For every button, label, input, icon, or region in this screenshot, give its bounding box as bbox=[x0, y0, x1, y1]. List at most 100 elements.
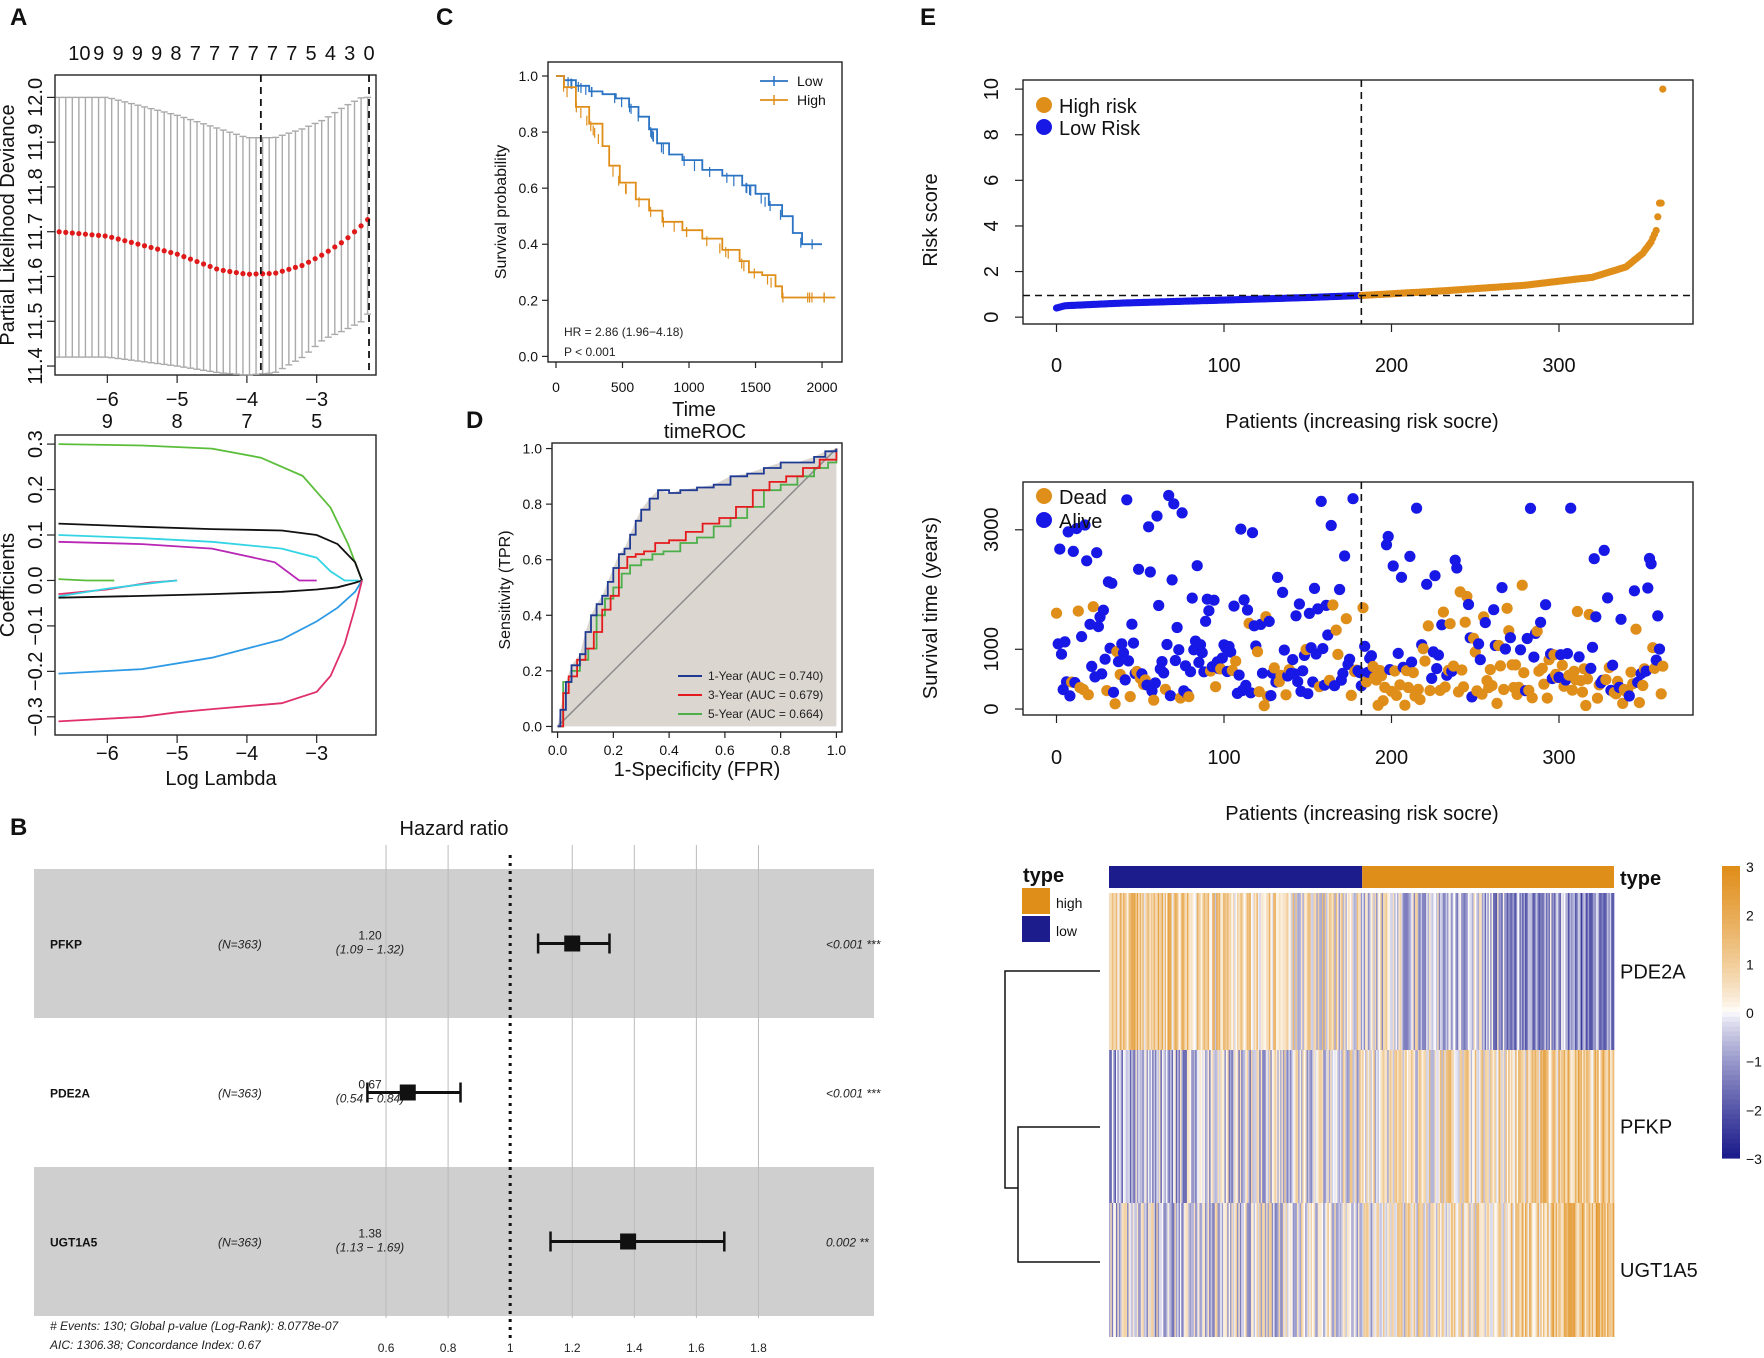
survival-status-point bbox=[1235, 523, 1247, 535]
heatmap-cell bbox=[1132, 1050, 1135, 1203]
survival-status-point bbox=[1406, 656, 1418, 668]
heatmap-cell bbox=[1460, 1203, 1463, 1337]
heatmap-cell bbox=[1570, 893, 1573, 1050]
heatmap-cell bbox=[1415, 1203, 1417, 1337]
heatmap-cell bbox=[1509, 1050, 1512, 1203]
lasso-cv-point bbox=[148, 244, 154, 251]
heatmap-cell bbox=[1234, 893, 1236, 1050]
lasso-cv-top-label: 9 bbox=[93, 43, 104, 65]
survival-status-point bbox=[1591, 692, 1604, 704]
heatmap-cell bbox=[1231, 1050, 1234, 1203]
heatmap-cell bbox=[1303, 1203, 1306, 1337]
heatmap-cell bbox=[1306, 1203, 1309, 1337]
heatmap-scale-step bbox=[1722, 1046, 1740, 1052]
heatmap-cell bbox=[1292, 893, 1295, 1050]
heatmap-cell bbox=[1175, 1203, 1178, 1337]
heatmap-cell bbox=[1306, 893, 1309, 1050]
survival-status-point bbox=[1191, 560, 1203, 572]
heatmap-cell bbox=[1204, 1203, 1207, 1337]
lasso-cv-point bbox=[161, 248, 167, 254]
heatmap-cell bbox=[1433, 893, 1435, 1050]
heatmap-cell bbox=[1312, 893, 1314, 1050]
heatmap-cell bbox=[1110, 893, 1113, 1050]
heatmap-cell bbox=[1422, 1050, 1424, 1203]
survival-status-point bbox=[1127, 637, 1140, 649]
heatmap-cell bbox=[1504, 1203, 1506, 1337]
heatmap-scale-step bbox=[1722, 1089, 1740, 1096]
lasso-cv-plot: Partial Likelihood Deviance −6 −5 −4 −311.4… bbox=[0, 43, 377, 411]
heatmap-cell bbox=[1338, 1203, 1341, 1337]
heatmap-cell bbox=[1131, 1203, 1133, 1337]
heatmap-cell bbox=[1344, 1203, 1346, 1337]
roc-curve bbox=[557, 448, 838, 728]
heatmap-cell bbox=[1515, 1203, 1517, 1337]
heatmap-cell bbox=[1310, 893, 1313, 1050]
heatmap-cell bbox=[1454, 1203, 1456, 1337]
heatmap-scale-step bbox=[1722, 953, 1740, 960]
risk-score-ylabel: Risk score bbox=[920, 173, 942, 266]
heatmap-cell bbox=[1381, 1050, 1384, 1203]
heatmap-cell bbox=[1174, 893, 1177, 1050]
lasso-cv-point bbox=[174, 251, 180, 257]
heatmap-cell bbox=[1352, 893, 1355, 1050]
heatmap-cell bbox=[1568, 893, 1570, 1050]
heatmap-cell bbox=[1524, 1050, 1527, 1203]
heatmap-cell bbox=[1420, 1050, 1423, 1203]
heatmap-cell bbox=[1359, 893, 1362, 1050]
heatmap-cell bbox=[1285, 1203, 1288, 1337]
survival-status-point bbox=[1411, 502, 1423, 514]
lasso-cv-point bbox=[89, 232, 95, 238]
heatmap-cell bbox=[1459, 893, 1462, 1050]
heatmap-cell bbox=[1178, 1050, 1181, 1203]
heatmap-cell bbox=[1486, 893, 1488, 1050]
heatmap-cell bbox=[1378, 893, 1381, 1050]
heatmap-cell bbox=[1274, 1050, 1277, 1203]
lasso-cv-point bbox=[273, 270, 279, 276]
heatmap-cell bbox=[1541, 1203, 1544, 1337]
heatmap-cell bbox=[1391, 1050, 1394, 1203]
heatmap-cell bbox=[1181, 1050, 1184, 1203]
heatmap-cell bbox=[1442, 1203, 1445, 1337]
heatmap-cell bbox=[1412, 1050, 1415, 1203]
lasso-coef-ylabel: Coefficients bbox=[0, 533, 19, 637]
heatmap-cell bbox=[1150, 1050, 1153, 1203]
heatmap-cell bbox=[1356, 893, 1359, 1050]
heatmap-cell bbox=[1186, 1203, 1189, 1337]
lasso-cv-point bbox=[227, 268, 233, 275]
lasso-cv-ytick-label: 11.8 bbox=[25, 168, 47, 205]
roc-diagonal bbox=[557, 448, 837, 727]
heatmap-cell bbox=[1498, 893, 1501, 1050]
heatmap-cell bbox=[1109, 893, 1111, 1050]
survival-status-point bbox=[1312, 603, 1324, 615]
survival-status-point bbox=[1389, 665, 1401, 677]
heatmap-cell bbox=[1228, 1203, 1231, 1337]
heatmap-cell bbox=[1209, 893, 1211, 1050]
heatmap-cell bbox=[1159, 1203, 1161, 1337]
heatmap-cell bbox=[1572, 1203, 1574, 1337]
heatmap-cell bbox=[1612, 1203, 1615, 1337]
heatmap-cell bbox=[1376, 1203, 1378, 1337]
heatmap-cell bbox=[1178, 1203, 1181, 1337]
heatmap-cell bbox=[1110, 1050, 1113, 1203]
heatmap-cell bbox=[1586, 893, 1588, 1050]
heatmap-cell bbox=[1128, 1203, 1131, 1337]
heatmap-row-label: PFKP bbox=[1620, 1117, 1672, 1139]
heatmap-cell bbox=[1534, 1050, 1537, 1203]
heatmap-cell bbox=[1157, 893, 1160, 1050]
heatmap-cell bbox=[1267, 893, 1270, 1050]
heatmap-cell bbox=[1217, 1203, 1220, 1337]
heatmap-cell bbox=[1220, 893, 1223, 1050]
survival-status-point bbox=[1645, 558, 1657, 570]
heatmap-cell bbox=[1224, 893, 1227, 1050]
lasso-cv-point bbox=[56, 229, 62, 235]
heatmap-cell bbox=[1537, 1203, 1540, 1337]
heatmap-cell bbox=[1227, 893, 1229, 1050]
survival-status-point bbox=[1392, 647, 1404, 660]
heatmap-cell bbox=[1353, 893, 1356, 1050]
heatmap-cell bbox=[1487, 893, 1490, 1050]
heatmap-cell bbox=[1462, 1050, 1465, 1203]
heatmap-cell bbox=[1509, 893, 1512, 1050]
heatmap-cell bbox=[1543, 893, 1545, 1050]
heatmap-scale-step bbox=[1722, 870, 1740, 877]
lasso-coef-top-label: 7 bbox=[241, 411, 252, 433]
